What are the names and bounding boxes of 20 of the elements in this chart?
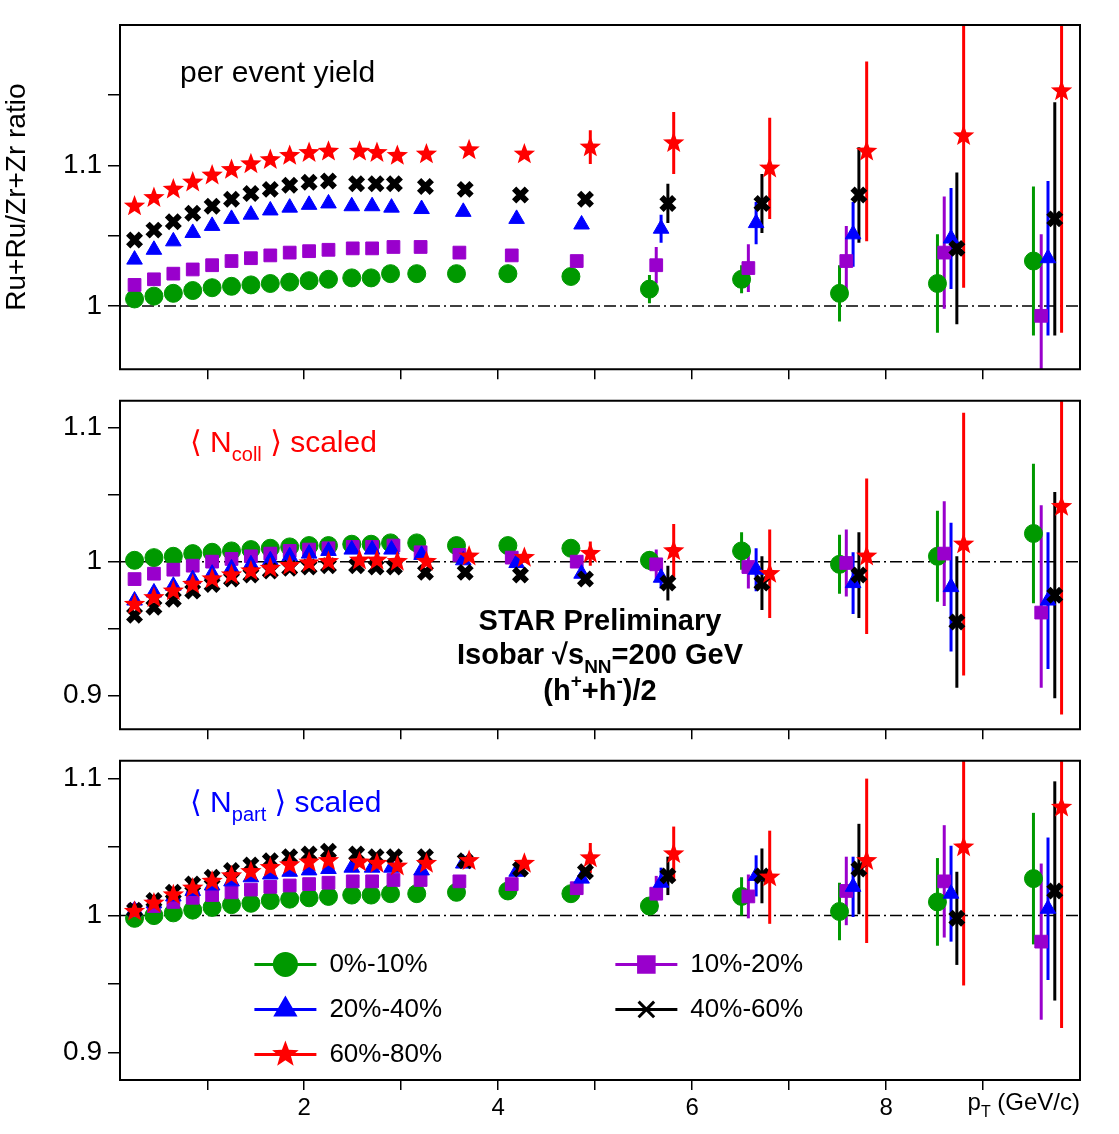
legend-label: 0%-10% bbox=[329, 947, 428, 978]
y-tick-label: 0.9 bbox=[63, 678, 102, 710]
y-tick-label: 1.1 bbox=[63, 761, 102, 793]
y-axis-title: Ru+Ru/Zr+Zr ratio bbox=[0, 83, 31, 311]
legend-label: 10%-20% bbox=[690, 947, 804, 978]
x-tick-label: 8 bbox=[879, 1093, 893, 1121]
x-tick-label: 2 bbox=[297, 1093, 311, 1121]
y-tick-label: 1.1 bbox=[63, 148, 102, 180]
legend-label: 40%-60% bbox=[690, 992, 804, 1023]
y-tick-label: 1 bbox=[86, 288, 102, 320]
y-tick-label: 1 bbox=[86, 544, 102, 576]
legend-label: 60%-80% bbox=[329, 1037, 443, 1068]
y-tick-label: 0.9 bbox=[63, 1035, 102, 1067]
y-tick-label: 1.1 bbox=[63, 410, 102, 442]
annotation: per event yield bbox=[180, 54, 376, 88]
legend-label: 20%-40% bbox=[329, 992, 443, 1023]
x-tick-label: 4 bbox=[491, 1093, 505, 1121]
annotation: STAR Preliminary bbox=[478, 603, 722, 636]
y-tick-label: 1 bbox=[86, 898, 102, 930]
x-tick-label: 6 bbox=[685, 1093, 699, 1121]
